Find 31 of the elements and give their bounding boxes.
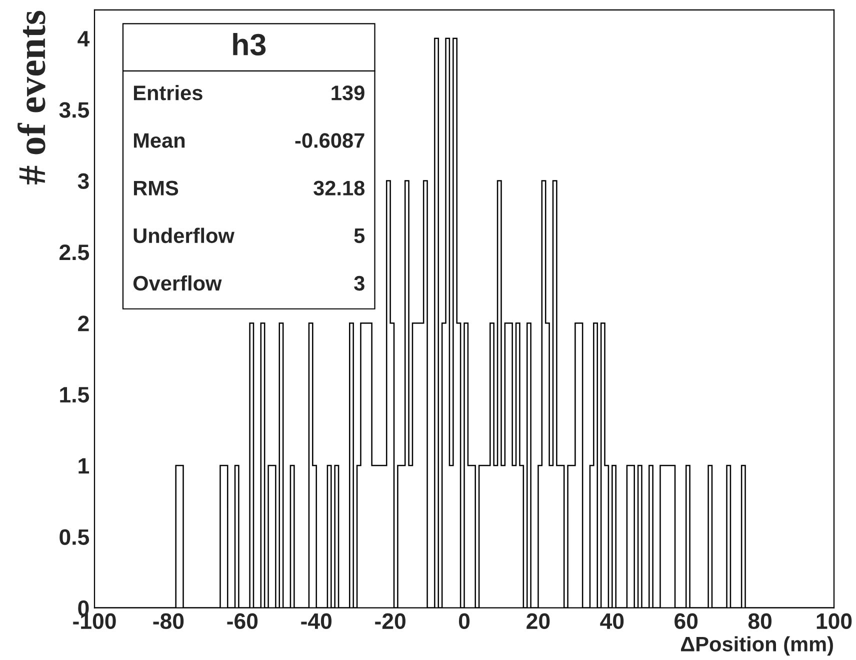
annotation: Underflow bbox=[134, 228, 234, 244]
y-tick-label: 4 bbox=[78, 31, 90, 46]
y-tick-label: 1.5 bbox=[60, 387, 90, 403]
annotation: Mean bbox=[134, 133, 185, 148]
y-tick-label: 2.5 bbox=[60, 244, 90, 260]
x-tick-label: -40 bbox=[301, 613, 332, 630]
x-tick-label: 20 bbox=[526, 613, 550, 630]
annotation: 139 bbox=[332, 86, 364, 100]
x-tick-label: 80 bbox=[748, 613, 772, 630]
x-tick-label: 60 bbox=[674, 613, 698, 630]
x-axis-title: ΔPosition (mm) bbox=[680, 636, 833, 656]
y-tick-label: 2 bbox=[78, 316, 89, 332]
annotation: Overflow bbox=[133, 275, 222, 291]
y-tick-label: 3 bbox=[78, 173, 89, 190]
x-tick-label: 0 bbox=[458, 613, 470, 630]
annotation: -0.6087 bbox=[295, 133, 364, 148]
x-tick-label: -80 bbox=[153, 613, 184, 630]
annotation: RMS bbox=[134, 180, 178, 196]
annotation: 32.18 bbox=[314, 180, 365, 196]
y-tick-label: 0.5 bbox=[60, 529, 90, 545]
annotation: Entries bbox=[134, 84, 202, 100]
x-tick-label: 40 bbox=[600, 613, 624, 630]
x-tick-label: -60 bbox=[227, 613, 258, 630]
x-tick-label: 100 bbox=[816, 613, 852, 630]
text: h3 bbox=[233, 33, 266, 56]
annotation: 3 bbox=[354, 276, 364, 291]
y-tick-label: 1 bbox=[78, 458, 90, 474]
y-axis-title: # of events bbox=[18, 10, 46, 184]
annotation: 5 bbox=[354, 228, 365, 244]
x-tick-label: -20 bbox=[375, 613, 406, 630]
y-tick-label: 3.5 bbox=[59, 102, 90, 118]
